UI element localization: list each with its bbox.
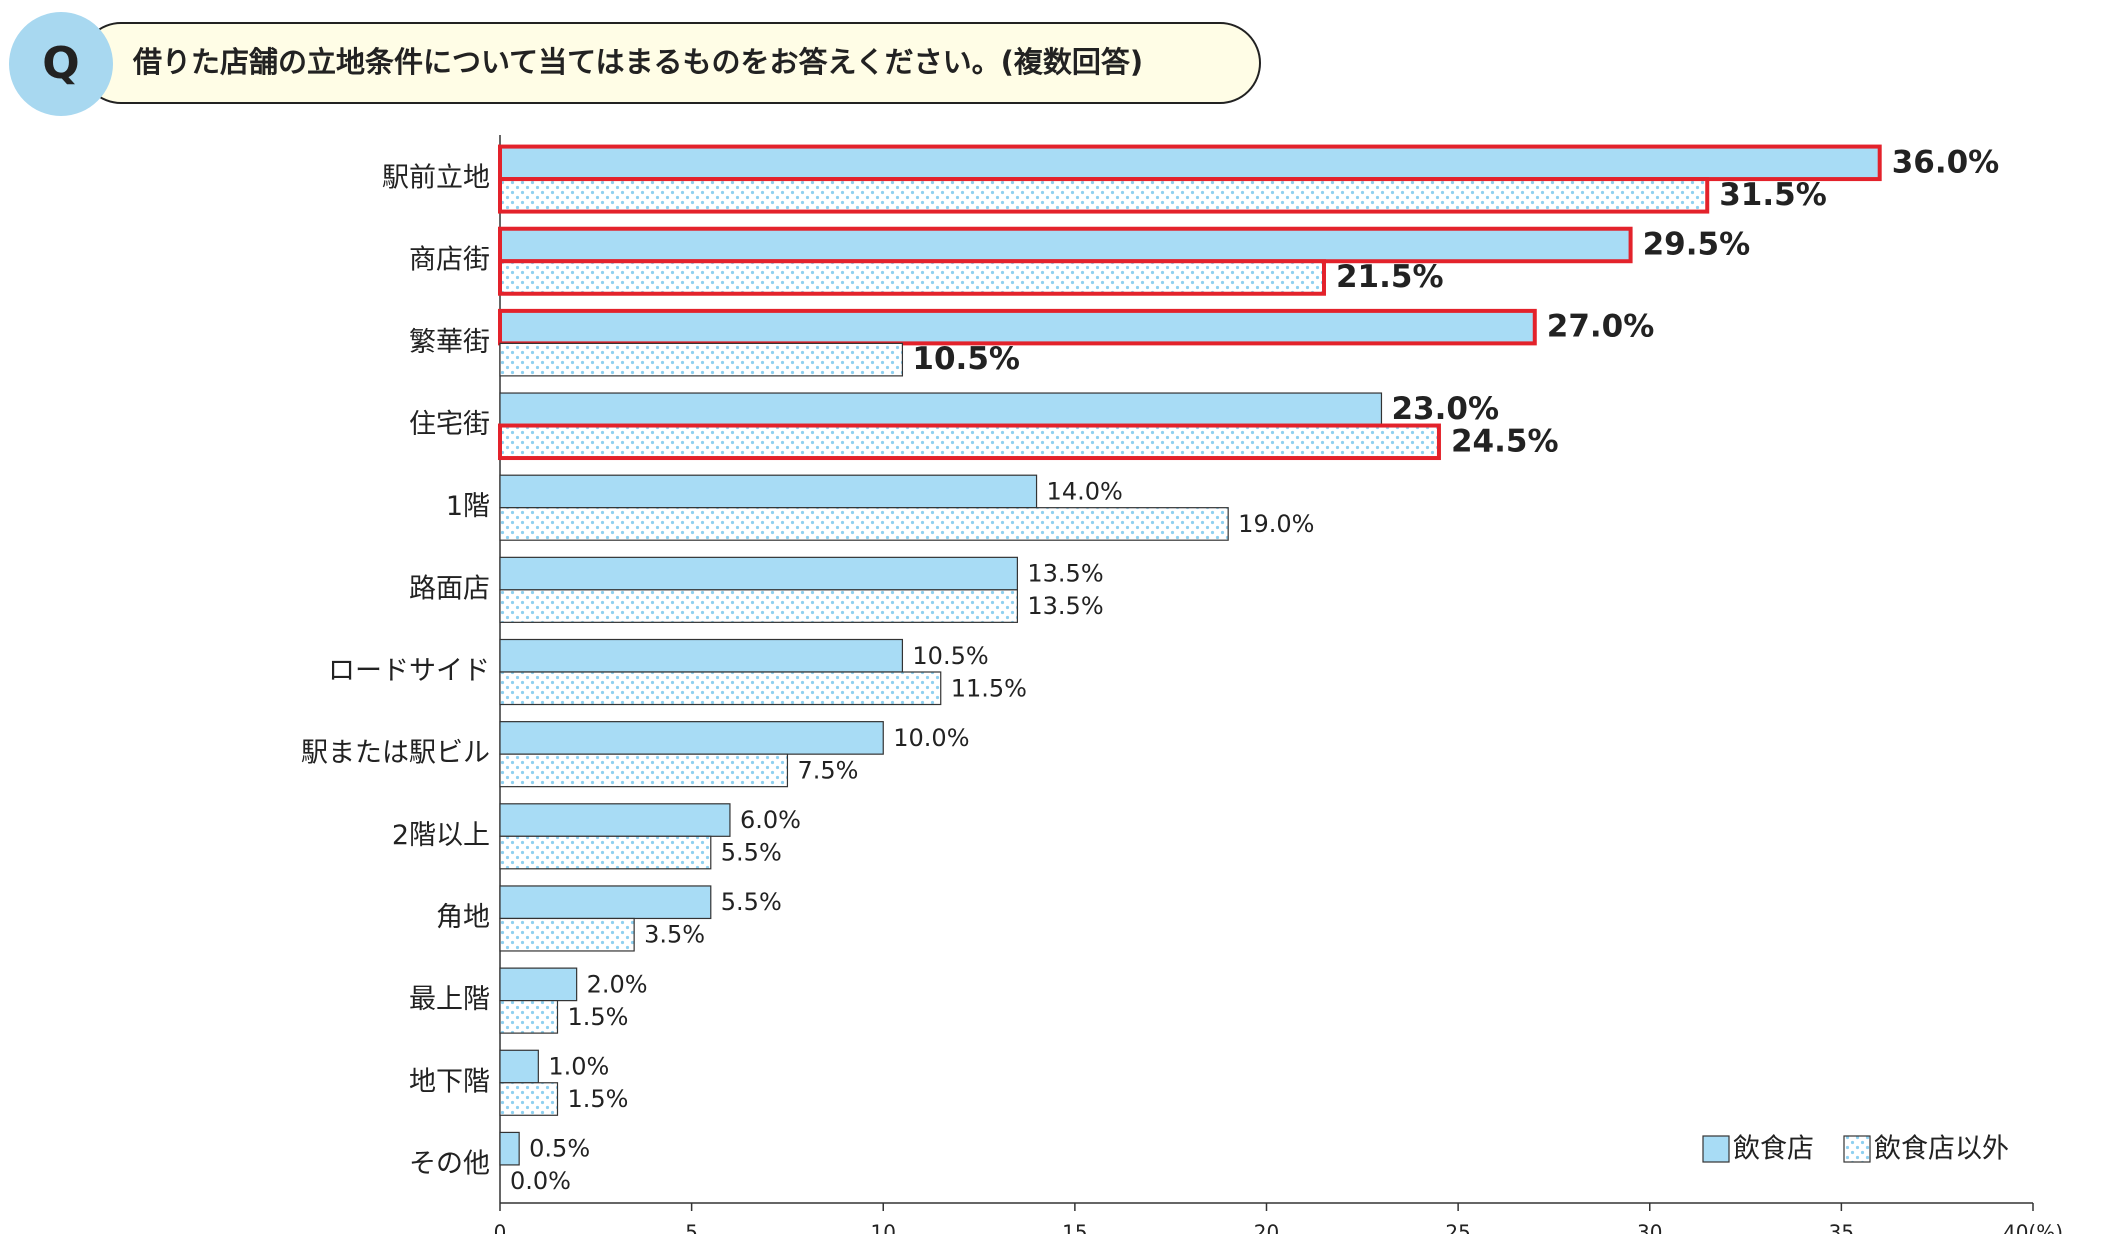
bar	[498, 308, 1537, 346]
category-label: 1階	[446, 491, 490, 522]
bar	[499, 1082, 559, 1116]
bar	[499, 589, 1018, 623]
category-label: 商店街	[409, 245, 490, 276]
value-label: 3.5%	[644, 921, 705, 949]
bar	[499, 803, 731, 837]
value-label: 10.5%	[912, 341, 1020, 377]
value-label: 24.5%	[1451, 423, 1559, 459]
bar	[499, 638, 904, 673]
x-tick-label: 15	[1062, 1221, 1087, 1234]
value-label: 13.5%	[1027, 592, 1103, 620]
value-label: 1.5%	[567, 1085, 628, 1113]
bar	[499, 342, 904, 377]
value-label: 14.0%	[1047, 477, 1123, 505]
bar	[499, 835, 712, 870]
chart-title: 借りた店舗の立地条件について当てはまるものをお答えください。(複数回答)	[132, 45, 1143, 79]
category-label: 繁華街	[409, 327, 490, 358]
bar	[498, 144, 1882, 182]
x-tick-label: 25	[1445, 1221, 1470, 1234]
q-badge	[9, 12, 113, 116]
value-label: 0.5%	[529, 1135, 590, 1163]
value-label: 5.5%	[721, 888, 782, 916]
value-label: 5.5%	[721, 839, 782, 867]
bar	[499, 1000, 559, 1034]
value-label: 10.5%	[912, 642, 988, 670]
value-label: 23.0%	[1391, 391, 1499, 427]
bar	[498, 423, 1441, 461]
x-tick-label: 0	[494, 1221, 507, 1234]
value-label: 36.0%	[1892, 144, 2000, 180]
value-label: 19.0%	[1238, 510, 1314, 538]
bar	[499, 392, 1383, 427]
bar	[499, 721, 884, 755]
category-label: 駅前立地	[382, 163, 490, 194]
bar	[499, 917, 635, 952]
legend-label: 飲食店	[1733, 1134, 1814, 1165]
x-tick-label: 20	[1254, 1221, 1279, 1234]
category-label: 最上階	[409, 984, 490, 1015]
legend-swatch	[1843, 1135, 1871, 1163]
bar	[499, 967, 578, 1002]
bar	[499, 1049, 539, 1084]
legend-swatch	[1702, 1135, 1730, 1163]
x-tick-label: 35	[1829, 1221, 1854, 1234]
bar	[498, 259, 1326, 296]
category-label: ロードサイド	[328, 656, 490, 687]
x-tick-label: 5	[685, 1221, 698, 1234]
value-label: 13.5%	[1027, 560, 1103, 588]
value-label: 27.0%	[1547, 309, 1655, 345]
value-label: 7.5%	[797, 756, 858, 784]
value-label: 29.5%	[1643, 226, 1751, 262]
bar	[499, 1131, 520, 1166]
value-label: 2.0%	[587, 970, 648, 998]
bar	[499, 507, 1229, 541]
category-label: 住宅街	[409, 409, 490, 440]
x-tick-label: 10	[871, 1221, 896, 1234]
value-label: 10.0%	[893, 724, 969, 752]
category-label: 角地	[436, 902, 490, 933]
bar	[499, 885, 712, 920]
value-label: 1.5%	[567, 1003, 628, 1031]
legend-label: 飲食店以外	[1874, 1134, 2009, 1165]
bar	[498, 226, 1633, 264]
bar	[499, 474, 1038, 509]
category-label: 2階以上	[392, 820, 490, 851]
value-label: 0.0%	[510, 1167, 571, 1195]
value-label: 21.5%	[1336, 259, 1444, 295]
bar	[499, 753, 789, 788]
category-label: 地下階	[409, 1066, 490, 1097]
value-label: 6.0%	[740, 806, 801, 834]
value-label: 31.5%	[1719, 177, 1827, 213]
value-label: 11.5%	[951, 674, 1027, 702]
q-mark: Q	[42, 38, 79, 89]
category-label: 路面店	[409, 573, 490, 604]
bar	[499, 671, 942, 706]
category-label: 駅または駅ビル	[301, 738, 490, 769]
x-tick-label: 40(%)	[2003, 1221, 2063, 1234]
value-label: 1.0%	[548, 1053, 609, 1081]
bar	[499, 556, 1018, 591]
x-tick-label: 30	[1637, 1221, 1662, 1234]
category-label: その他	[409, 1148, 490, 1179]
bar	[498, 177, 1710, 214]
